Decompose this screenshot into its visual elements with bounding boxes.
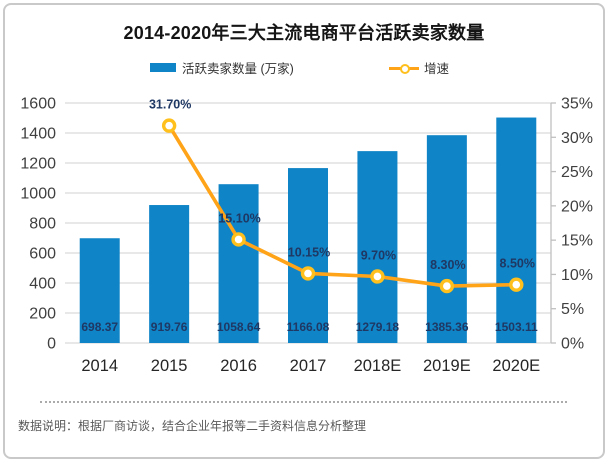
bar-value-label: 919.76 (151, 320, 188, 334)
legend-item-line: 增速 (389, 58, 449, 77)
bar (149, 205, 190, 343)
left-axis-tick-label: 0 (47, 336, 56, 353)
right-axis-tick-label: 25% (561, 164, 593, 181)
growth-value-label: 31.70% (149, 98, 191, 112)
left-axis-tick-label: 1200 (20, 156, 56, 173)
left-axis-tick-label: 1000 (20, 186, 56, 203)
growth-value-label: 15.10% (218, 211, 260, 225)
x-axis-label: 2018E (354, 357, 402, 375)
line-marker (370, 269, 385, 284)
growth-value-label: 8.50% (500, 257, 535, 271)
left-axis-tick-label: 800 (29, 216, 56, 233)
bar-value-label: 1279.18 (356, 320, 400, 334)
x-axis-label: 2017 (290, 357, 327, 375)
line-marker (300, 266, 316, 281)
right-axis-tick-label: 15% (561, 233, 593, 250)
legend-line-marker-icon (400, 63, 410, 74)
line-marker (509, 277, 524, 292)
left-axis-tick-label: 400 (29, 276, 56, 293)
growth-value-label: 9.70% (361, 248, 396, 262)
combo-chart-plot: 0 200 400 600 800 1000 1200 1400 1600 0% 5% 10% 15% 2… (20, 96, 593, 376)
right-axis-tick-label: 0% (561, 336, 584, 353)
line-series-swatch-icon (389, 62, 419, 74)
x-axis-label: 2016 (220, 357, 257, 375)
right-axis-tick-label: 5% (561, 301, 584, 318)
bar (496, 117, 537, 343)
right-axis-tick-label: 10% (561, 267, 593, 284)
source-note: 数据说明：根据厂商访谈，结合企业年报等二手资料信息分析整理 (18, 419, 367, 433)
line-marker (439, 278, 455, 294)
left-axis-tick-label: 1600 (20, 96, 56, 113)
x-axis-label: 2014 (81, 357, 118, 375)
bar (79, 238, 120, 343)
bar (288, 168, 328, 343)
bar (426, 135, 467, 343)
legend-item-bar: 活跃卖家数量 (万家) (150, 58, 294, 77)
right-axis-tick-label: 20% (561, 198, 593, 215)
legend-label-bar: 活跃卖家数量 (万家) (182, 62, 294, 76)
dotted-divider (40, 401, 567, 403)
x-axis-label: 2015 (151, 357, 188, 375)
bar-value-label: 1166.08 (287, 320, 330, 334)
bar-value-label: 698.37 (81, 320, 118, 334)
growth-value-label: 8.30% (430, 258, 465, 272)
bar (357, 151, 398, 343)
growth-line (167, 123, 519, 288)
left-axis-tick-label: 200 (29, 306, 56, 323)
x-axis-label: 2019E (423, 357, 471, 375)
line-marker (231, 232, 246, 247)
left-axis-tick-label: 1400 (20, 126, 56, 143)
bar-value-label: 1058.64 (217, 320, 261, 334)
right-axis-tick-label: 30% (561, 130, 593, 147)
right-axis-tick-label: 35% (561, 96, 593, 113)
left-axis-tick-label: 600 (29, 246, 56, 263)
chart-title: 2014-2020年三大主流电商平台活跃卖家数量 (123, 23, 485, 43)
x-axis-label: 2020E (492, 357, 540, 375)
line-marker (161, 118, 177, 133)
bar-value-label: 1385.36 (425, 320, 469, 334)
legend-label-line: 增速 (424, 62, 450, 76)
growth-value-label: 10.15% (288, 245, 330, 259)
bar-value-label: 1503.11 (495, 320, 538, 334)
bar (218, 184, 259, 343)
bar-series-swatch-icon (150, 63, 176, 72)
